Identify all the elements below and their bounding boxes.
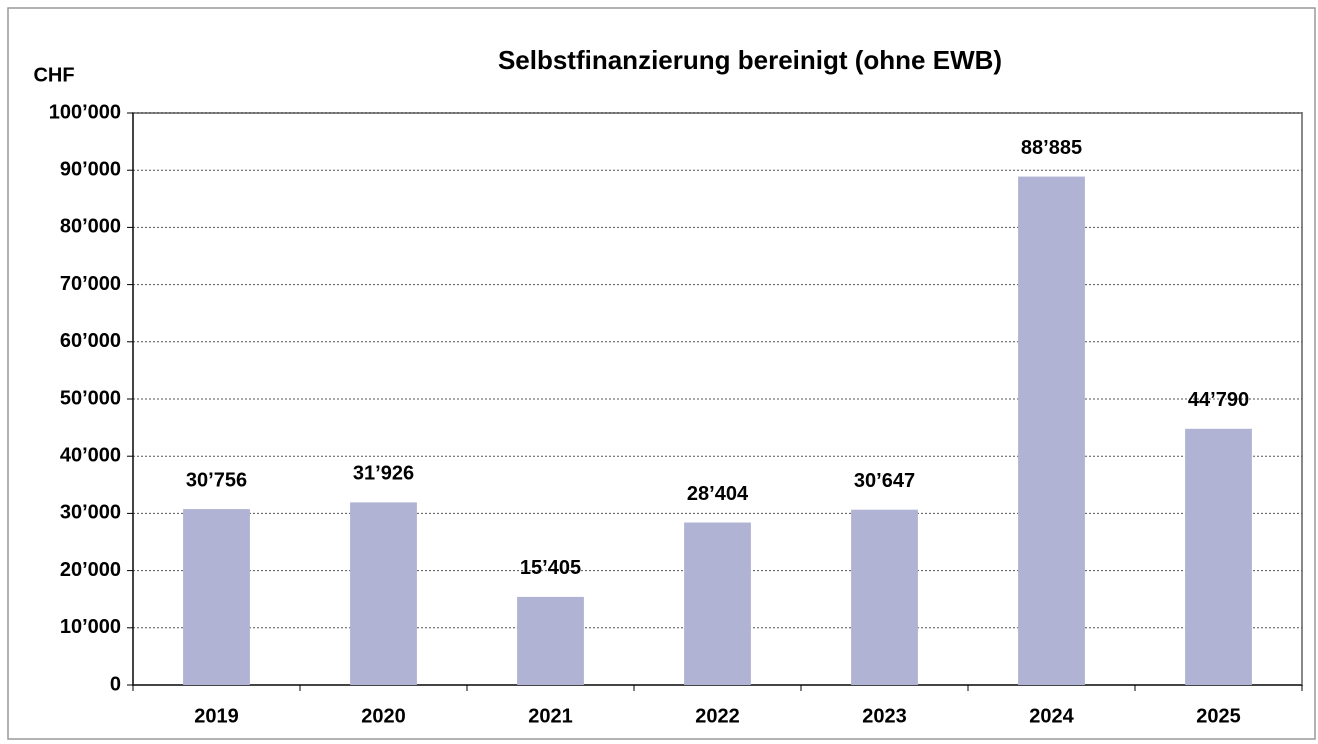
y-tick-label: 70’000 xyxy=(60,273,121,295)
data-label: 30’647 xyxy=(854,470,915,492)
x-tick-label: 2019 xyxy=(194,705,239,727)
bar xyxy=(1185,428,1252,685)
data-label: 28’404 xyxy=(687,483,749,505)
bar xyxy=(851,509,918,685)
y-tick-label: 60’000 xyxy=(60,330,121,352)
bar xyxy=(1018,176,1085,685)
data-label: 88’885 xyxy=(1021,137,1082,159)
data-label: 30’756 xyxy=(186,469,247,491)
chart-title: Selbstfinanzierung bereinigt (ohne EWB) xyxy=(498,45,1002,75)
data-label: 44’790 xyxy=(1188,389,1249,411)
data-label: 31’926 xyxy=(353,463,414,485)
y-tick-label: 100’000 xyxy=(49,101,121,123)
y-tick-label: 80’000 xyxy=(60,216,121,238)
x-tick-label: 2024 xyxy=(1029,705,1074,727)
y-tick-label: 10’000 xyxy=(60,616,121,638)
bar xyxy=(517,596,584,685)
bar xyxy=(350,502,417,685)
bar xyxy=(183,509,250,685)
data-label: 15’405 xyxy=(520,557,581,579)
y-tick-label: 40’000 xyxy=(60,444,121,466)
bar xyxy=(684,522,751,685)
x-tick-label: 2022 xyxy=(695,705,740,727)
y-axis-label: CHF xyxy=(33,64,74,86)
y-tick-label: 0 xyxy=(110,673,121,695)
x-tick-label: 2021 xyxy=(528,705,573,727)
y-tick-label: 30’000 xyxy=(60,502,121,524)
y-tick-label: 20’000 xyxy=(60,559,121,581)
x-tick-label: 2025 xyxy=(1196,705,1241,727)
y-tick-label: 50’000 xyxy=(60,387,121,409)
x-tick-label: 2023 xyxy=(862,705,907,727)
x-tick-label: 2020 xyxy=(361,705,406,727)
y-tick-label: 90’000 xyxy=(60,158,121,180)
